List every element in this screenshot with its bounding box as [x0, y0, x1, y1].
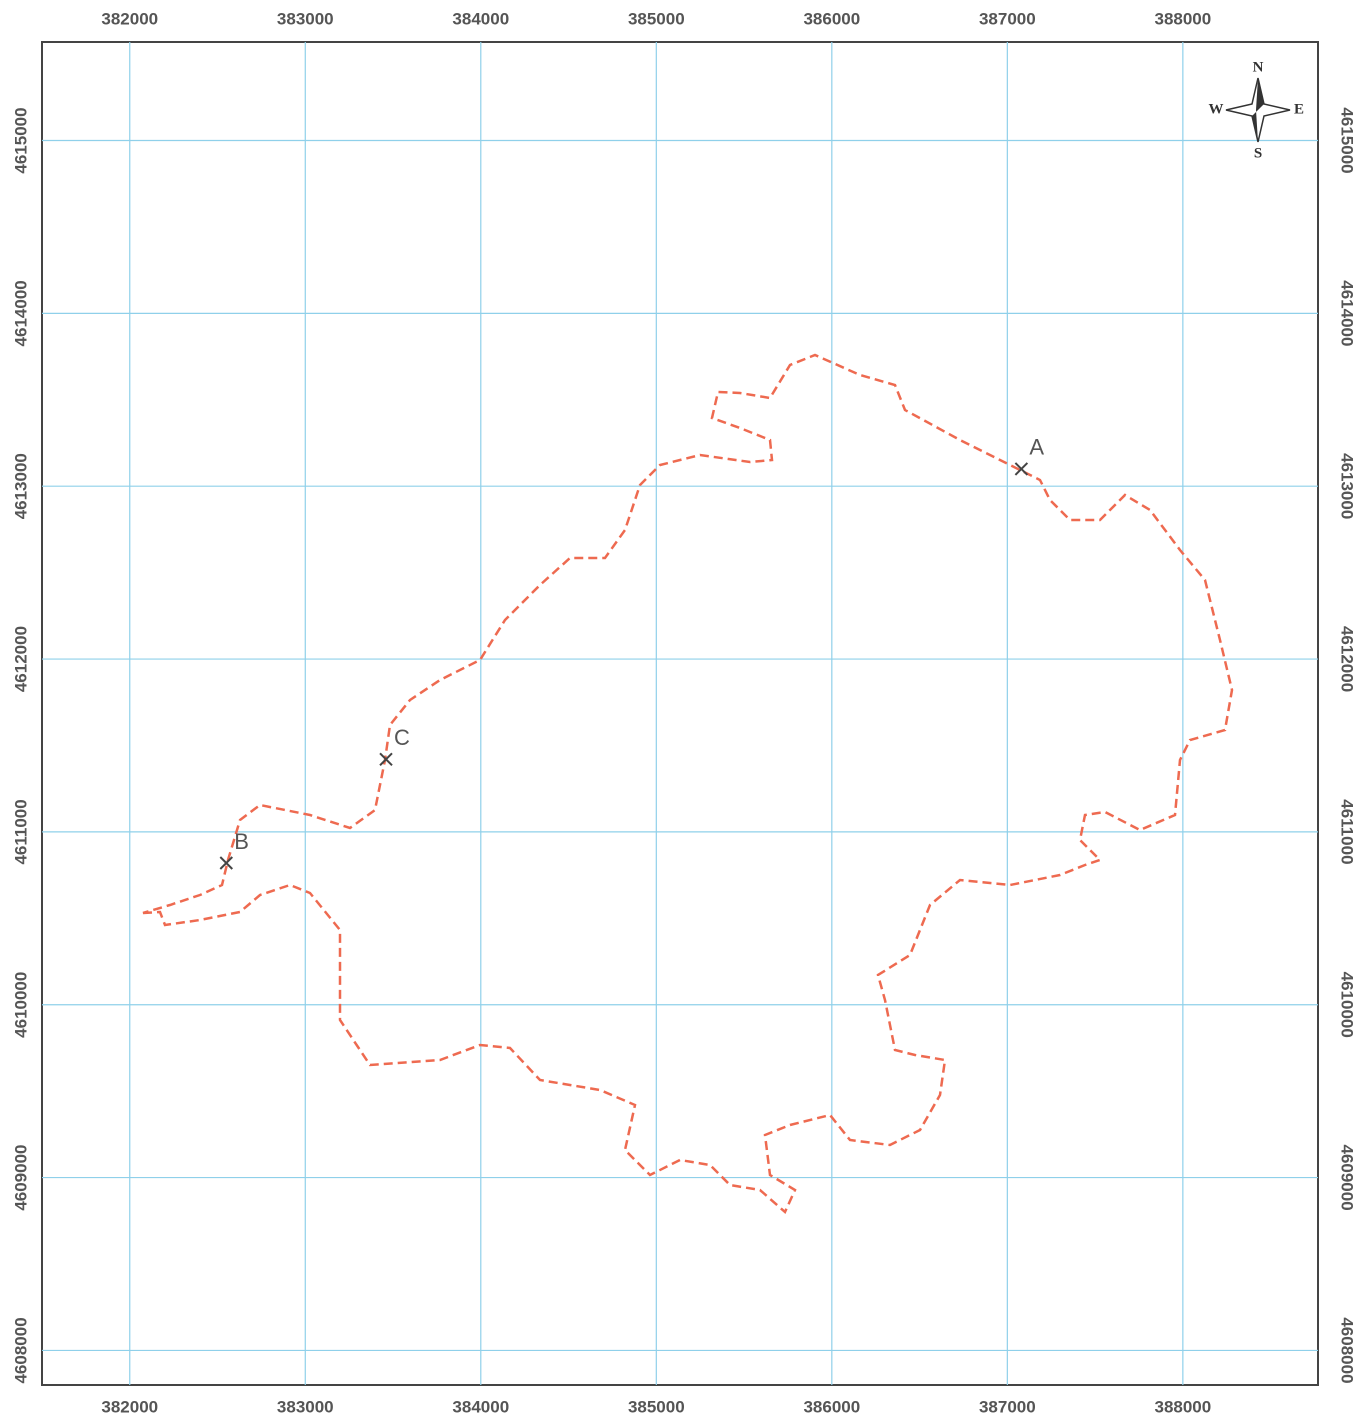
compass: N S E W	[1209, 59, 1305, 161]
x-tick-label: 385000	[628, 1397, 685, 1416]
boundary	[142, 353, 1234, 1215]
compass-south: S	[1254, 145, 1262, 161]
x-tick-label: 384000	[452, 1397, 509, 1416]
map-frame	[41, 41, 1319, 1386]
y-tick-label: 4609000	[1338, 1144, 1357, 1210]
x-tick-label: 388000	[1154, 1397, 1211, 1416]
point-label: A	[1029, 435, 1044, 460]
point-marker	[379, 752, 393, 767]
y-tick-label: 4611000	[11, 799, 30, 864]
y-tick-label: 4613000	[1338, 453, 1357, 519]
point-label: C	[394, 725, 410, 750]
point-label: B	[234, 829, 249, 854]
y-tick-label: 4614000	[1338, 280, 1357, 346]
compass-north: N	[1253, 59, 1264, 75]
y-tick-label: 4608000	[11, 1317, 30, 1383]
compass-east: E	[1294, 101, 1304, 117]
y-tick-label: 4615000	[1338, 107, 1357, 173]
x-tick-label: 387000	[979, 1397, 1036, 1416]
y-tick-label: 4610000	[11, 972, 30, 1038]
x-tick-label: 384000	[452, 9, 509, 28]
grid	[42, 42, 1318, 1385]
y-tick-label: 4615000	[11, 107, 30, 173]
x-tick-label: 383000	[277, 1397, 334, 1416]
y-tick-label: 4609000	[11, 1144, 30, 1210]
y-tick-label: 4614000	[11, 280, 30, 346]
y-tick-label: 4611000	[1338, 799, 1357, 864]
x-tick-label: 383000	[277, 9, 334, 28]
x-tick-label: 385000	[628, 9, 685, 28]
compass-west: W	[1209, 101, 1224, 117]
x-tick-label: 388000	[1154, 9, 1211, 28]
x-tick-label: 387000	[979, 9, 1036, 28]
y-tick-label: 4608000	[1338, 1317, 1357, 1383]
x-tick-label: 386000	[803, 9, 860, 28]
point-marker	[1014, 462, 1029, 476]
y-tick-label: 4610000	[1338, 972, 1357, 1038]
y-tick-label: 4613000	[11, 453, 30, 519]
y-tick-label: 4612000	[1338, 626, 1357, 692]
x-tick-label: 382000	[101, 1397, 158, 1416]
point-marker	[219, 856, 233, 870]
y-tick-label: 4612000	[11, 626, 30, 692]
x-tick-label: 386000	[803, 1397, 860, 1416]
compass-needle	[1252, 78, 1264, 142]
x-tick-label: 382000	[101, 9, 158, 28]
